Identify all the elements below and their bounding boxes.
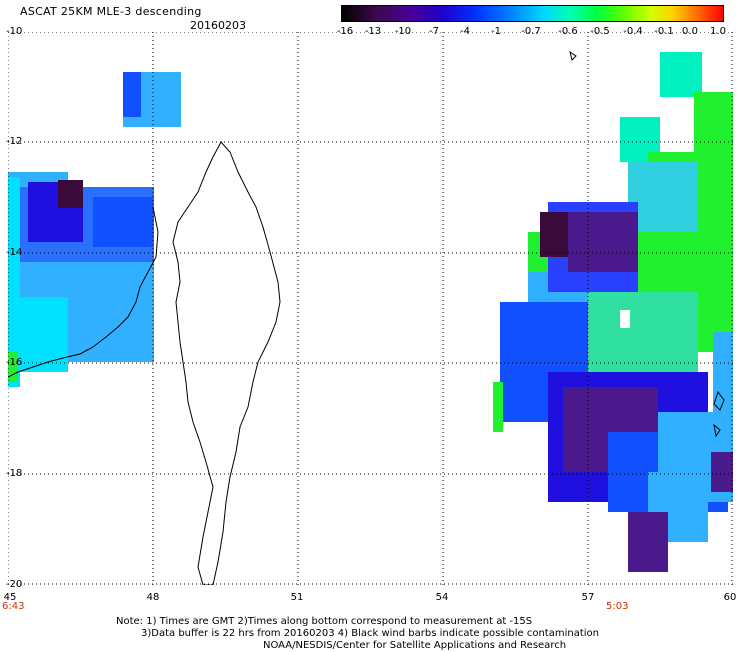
lon-label: 48 xyxy=(146,592,160,603)
scatterometer-swath-west xyxy=(8,72,181,387)
note-line-1: Note: 1) Times are GMT 2)Times along bot… xyxy=(116,616,533,627)
lon-label: 57 xyxy=(581,592,595,603)
lat-label: -14 xyxy=(6,247,23,258)
colorbar-label: -0.6 xyxy=(558,26,578,37)
lon-label: 54 xyxy=(435,592,449,603)
colorbar-label: -10 xyxy=(394,26,412,37)
graticule xyxy=(8,32,733,585)
pass-time-east: 5:03 xyxy=(606,601,629,612)
wind-map xyxy=(8,32,733,585)
lat-label: -20 xyxy=(6,579,23,590)
pass-time-west: 6:43 xyxy=(2,601,25,612)
colorbar xyxy=(341,5,724,22)
product-date: 20160203 xyxy=(190,19,246,32)
lat-label: -12 xyxy=(6,136,23,147)
credit-line: NOAA/NESDIS/Center for Satellite Applica… xyxy=(263,640,567,651)
coastline xyxy=(8,50,725,585)
lon-label: 45 xyxy=(3,592,17,603)
colorbar-label: -0.7 xyxy=(521,26,541,37)
colorbar-label: -1 xyxy=(491,26,501,37)
colorbar-label: -0.5 xyxy=(590,26,610,37)
lon-label: 51 xyxy=(290,592,304,603)
colorbar-label: -7 xyxy=(429,26,439,37)
lat-label: -16 xyxy=(6,357,23,368)
lon-label: 60 xyxy=(723,592,737,603)
colorbar-label: -0.1 xyxy=(654,26,674,37)
colorbar-label: 1.0 xyxy=(710,26,726,37)
lat-label: -10 xyxy=(6,26,23,37)
note-line-2: 3)Data buffer is 22 hrs from 20160203 4)… xyxy=(141,628,599,639)
scatterometer-swath-east xyxy=(493,52,733,572)
colorbar-label: 0.0 xyxy=(682,26,698,37)
lat-label: -18 xyxy=(6,468,23,479)
product-title: ASCAT 25KM MLE-3 descending xyxy=(20,5,202,18)
